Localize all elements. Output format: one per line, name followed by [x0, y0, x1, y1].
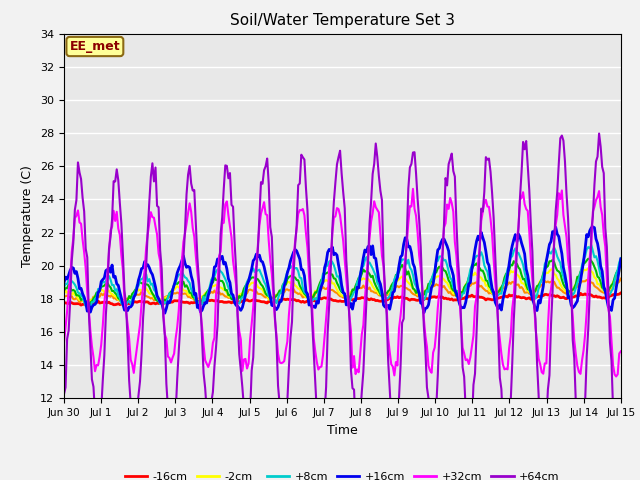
-16cm	[130, 299, 138, 305]
+32cm	[303, 245, 311, 251]
+8cm	[588, 242, 595, 248]
+8cm	[589, 248, 596, 254]
Line: +8cm: +8cm	[64, 245, 621, 308]
-8cm	[60, 293, 68, 299]
+32cm	[60, 340, 68, 346]
+16cm	[246, 272, 254, 278]
+16cm	[617, 256, 625, 262]
Line: +32cm: +32cm	[64, 189, 621, 376]
-8cm	[130, 293, 138, 299]
-8cm	[305, 294, 313, 300]
+64cm	[60, 391, 68, 397]
+32cm	[129, 361, 136, 367]
-16cm	[228, 300, 236, 306]
+2cm	[60, 288, 68, 293]
+64cm	[129, 415, 136, 421]
+16cm	[129, 302, 136, 308]
+64cm	[575, 447, 583, 453]
-2cm	[130, 291, 138, 297]
+16cm	[305, 302, 313, 308]
+8cm	[228, 293, 236, 299]
Legend: -16cm, -8cm, -2cm, +2cm, +8cm, +16cm, +32cm, +64cm: -16cm, -8cm, -2cm, +2cm, +8cm, +16cm, +3…	[121, 468, 564, 480]
-8cm	[246, 287, 254, 292]
+16cm	[228, 291, 236, 297]
Y-axis label: Temperature (C): Temperature (C)	[22, 165, 35, 267]
+32cm	[244, 361, 252, 367]
-16cm	[305, 298, 313, 304]
+8cm	[255, 267, 263, 273]
+8cm	[86, 305, 94, 311]
-2cm	[60, 291, 68, 297]
Line: +16cm: +16cm	[64, 227, 621, 313]
+8cm	[617, 255, 625, 261]
+32cm	[226, 224, 234, 229]
Line: -2cm: -2cm	[64, 268, 621, 303]
+64cm	[244, 405, 252, 410]
Title: Soil/Water Temperature Set 3: Soil/Water Temperature Set 3	[230, 13, 455, 28]
+2cm	[255, 279, 263, 285]
-8cm	[617, 276, 625, 282]
Line: -16cm: -16cm	[64, 293, 621, 305]
-16cm	[255, 298, 263, 304]
-2cm	[617, 266, 625, 272]
+2cm	[584, 256, 592, 262]
+64cm	[254, 247, 262, 252]
+32cm	[588, 241, 595, 247]
-2cm	[305, 295, 313, 301]
-2cm	[584, 265, 592, 271]
+2cm	[130, 289, 138, 295]
Line: +2cm: +2cm	[64, 259, 621, 304]
-2cm	[228, 295, 236, 300]
+32cm	[254, 241, 262, 247]
+32cm	[409, 186, 417, 192]
+32cm	[612, 373, 620, 379]
+64cm	[588, 227, 595, 233]
+8cm	[305, 295, 313, 301]
+16cm	[589, 224, 596, 230]
+64cm	[617, 417, 625, 422]
-16cm	[246, 298, 254, 304]
-16cm	[60, 300, 68, 306]
+64cm	[303, 208, 311, 214]
Text: EE_met: EE_met	[70, 40, 120, 53]
+16cm	[60, 280, 68, 286]
-2cm	[83, 300, 91, 306]
+16cm	[588, 225, 595, 230]
-16cm	[617, 290, 625, 296]
+8cm	[130, 292, 138, 298]
+8cm	[60, 285, 68, 290]
+32cm	[617, 348, 625, 354]
-2cm	[255, 285, 263, 291]
+2cm	[85, 301, 93, 307]
+2cm	[617, 258, 625, 264]
-8cm	[228, 295, 236, 301]
-2cm	[246, 282, 254, 288]
-8cm	[588, 279, 595, 285]
-2cm	[589, 270, 596, 276]
-8cm	[76, 300, 83, 305]
-8cm	[255, 291, 263, 297]
+64cm	[226, 170, 234, 176]
X-axis label: Time: Time	[327, 424, 358, 437]
+16cm	[161, 311, 169, 316]
Line: +64cm: +64cm	[64, 133, 621, 450]
-16cm	[77, 302, 85, 308]
-16cm	[588, 292, 595, 298]
Line: -8cm: -8cm	[64, 279, 621, 302]
+16cm	[255, 252, 263, 258]
+2cm	[589, 260, 596, 266]
+2cm	[246, 276, 254, 282]
+2cm	[305, 296, 313, 301]
+2cm	[228, 296, 236, 302]
+8cm	[246, 274, 254, 280]
+64cm	[595, 131, 603, 136]
